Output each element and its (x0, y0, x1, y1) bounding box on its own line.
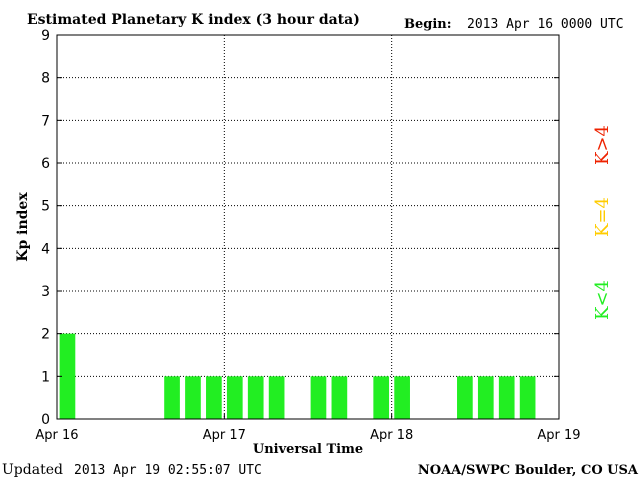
kp-bar (331, 376, 348, 419)
y-tick-label: 4 (41, 241, 50, 257)
kp-bar (477, 376, 494, 419)
chart-title: Estimated Planetary K index (3 hour data… (27, 12, 360, 28)
grid-lines (57, 35, 559, 419)
x-tick-label: Apr 16 (35, 428, 78, 443)
source-credit: NOAA/SWPC Boulder, CO USA (418, 463, 639, 478)
kp-bar (498, 376, 515, 419)
kp-bar (185, 376, 201, 419)
x-tick-label: Apr 19 (537, 428, 580, 443)
kp-bar (394, 376, 410, 419)
y-tick-label: 8 (41, 71, 50, 87)
begin-value: 2013 Apr 16 0000 UTC (467, 17, 624, 32)
begin-label: Begin: (404, 17, 452, 32)
y-tick-label: 1 (41, 369, 50, 385)
y-tick-label: 0 (41, 412, 50, 428)
kp-color-legend: K<4 K=4 K>4 (592, 125, 613, 320)
x-axis-label: Universal Time (253, 442, 363, 457)
y-tick-label: 2 (41, 327, 50, 343)
x-axis-ticks: Apr 16 Apr 17 Apr 18 Apr 19 (35, 414, 581, 443)
kp-bar (373, 376, 390, 419)
y-tick-label: 5 (41, 199, 50, 215)
kp-bar (310, 376, 327, 419)
plot-frame (56, 34, 560, 420)
kp-bar (59, 333, 76, 419)
updated-value: 2013 Apr 19 02:55:07 UTC (74, 463, 262, 478)
kp-bar (268, 376, 285, 419)
kp-bar (206, 376, 222, 419)
legend-entry: K<4 (592, 280, 613, 320)
y-axis-ticks: 0 1 2 3 4 5 6 7 8 9 (41, 28, 559, 428)
x-tick-label: Apr 18 (370, 428, 413, 443)
plot-area: 0 1 2 3 4 5 6 7 8 9 Apr 16 Apr 17 Apr 18 Apr 19 (35, 28, 580, 443)
bars (59, 333, 536, 419)
y-tick-label: 7 (41, 113, 50, 129)
kp-bar (226, 376, 243, 419)
x-tick-label: Apr 17 (203, 428, 246, 443)
y-tick-label: 9 (41, 28, 50, 44)
y-tick-label: 6 (41, 156, 50, 172)
legend-entry: K=4 (592, 197, 613, 237)
kp-bar (164, 376, 180, 419)
y-axis-label: Kp index (15, 192, 31, 262)
kp-bar (457, 376, 473, 419)
updated-label: Updated (2, 462, 63, 478)
kp-bar (519, 376, 536, 419)
legend-entry: K>4 (592, 125, 613, 165)
kp-bar (247, 376, 264, 419)
y-tick-label: 3 (41, 284, 50, 300)
